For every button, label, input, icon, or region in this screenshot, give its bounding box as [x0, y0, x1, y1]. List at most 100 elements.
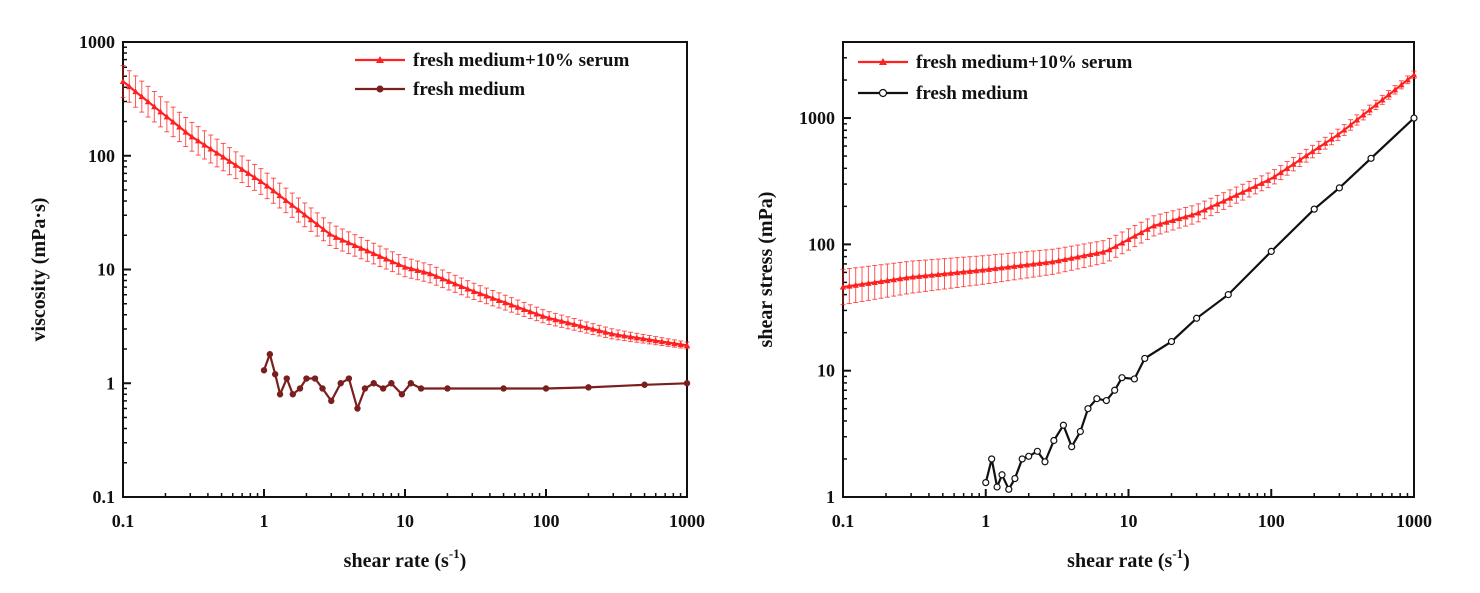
data-point	[890, 276, 897, 283]
data-point	[1130, 375, 1139, 383]
data-point	[1055, 257, 1062, 264]
data-point	[1328, 135, 1335, 142]
data-point	[119, 78, 127, 85]
data-point	[683, 342, 691, 348]
y-tick-label: 10	[97, 260, 115, 280]
y-axis-label: shear stress (mPa)	[755, 192, 777, 348]
data-point	[126, 83, 133, 90]
data-point	[947, 269, 955, 276]
data-point	[1315, 144, 1323, 150]
x-tick-label: 100	[1258, 511, 1285, 531]
data-point	[1379, 96, 1386, 103]
data-point	[1018, 455, 1026, 463]
x-tick-label: 1000	[1396, 511, 1432, 531]
data-point	[1112, 243, 1120, 249]
data-point	[865, 280, 872, 286]
data-point	[1049, 258, 1056, 265]
data-point	[577, 322, 584, 329]
data-point	[677, 341, 684, 348]
data-point	[1404, 76, 1411, 83]
data-point	[263, 182, 271, 189]
data-point	[251, 174, 258, 180]
series-line	[262, 350, 688, 412]
data-point	[307, 216, 315, 223]
data-point	[1093, 250, 1100, 256]
data-point	[998, 264, 1005, 271]
data-point	[627, 333, 634, 340]
data-point	[1239, 188, 1246, 195]
data-point	[232, 162, 239, 168]
data-point	[489, 294, 496, 301]
data-point	[289, 202, 296, 208]
data-point	[195, 137, 202, 144]
data-point	[245, 170, 252, 176]
data-point	[470, 288, 478, 294]
x-tick-label: 10	[396, 511, 414, 531]
data-point	[477, 290, 484, 297]
data-point	[533, 310, 540, 317]
data-point	[520, 306, 528, 312]
data-point	[1321, 140, 1329, 146]
data-point	[1118, 374, 1126, 382]
data-point	[1033, 447, 1041, 455]
data-point	[270, 187, 277, 194]
data-point	[163, 113, 171, 120]
y-tick-label: 1000	[799, 108, 835, 128]
data-point	[1347, 121, 1354, 128]
data-point	[260, 367, 268, 374]
data-point	[1036, 260, 1043, 266]
data-point	[909, 273, 916, 280]
data-point	[276, 192, 283, 199]
data-point	[1005, 485, 1013, 493]
data-point	[1296, 156, 1303, 163]
data-point	[1193, 314, 1201, 322]
x-tick-label: 0.1	[112, 511, 135, 531]
series-line	[984, 117, 1415, 492]
data-point	[558, 318, 565, 324]
y-tick-label: 0.1	[93, 487, 116, 507]
data-point	[915, 273, 923, 279]
x-tick-label: 100	[533, 511, 560, 531]
series-line	[842, 73, 1415, 289]
data-point	[303, 375, 310, 382]
x-tick-label: 0.1	[832, 511, 855, 531]
data-point	[508, 301, 515, 308]
data-point	[433, 273, 440, 279]
data-point	[633, 334, 641, 341]
data-point	[658, 338, 666, 345]
data-point	[1061, 256, 1069, 263]
data-point	[1367, 154, 1375, 162]
data-point	[483, 292, 490, 299]
data-point	[1310, 205, 1318, 213]
data-point	[339, 236, 346, 243]
data-point	[301, 211, 308, 218]
data-point	[1207, 203, 1215, 210]
data-point	[1099, 248, 1107, 255]
y-axis-label: viscosity (mPa·s)	[28, 198, 50, 342]
data-point	[998, 471, 1006, 479]
legend-marker	[879, 58, 887, 65]
data-point	[545, 314, 553, 321]
data-point	[1042, 259, 1050, 266]
data-point	[1226, 194, 1234, 201]
data-point	[1233, 191, 1240, 198]
data-point	[1258, 180, 1265, 186]
data-point	[1391, 86, 1399, 93]
y-tick-label: 100	[88, 146, 115, 166]
data-point	[320, 226, 327, 232]
x-tick-label: 10	[1120, 511, 1138, 531]
data-point	[361, 385, 369, 392]
data-point	[395, 261, 402, 267]
data-point	[896, 275, 904, 282]
data-point	[934, 271, 942, 278]
legend-entry: fresh medium	[355, 79, 525, 100]
chart-panel-1: 0.1 1 10 100 1000 0.1 1 10 100 1000 shear rate (s-…	[28, 32, 705, 572]
data-point	[1093, 395, 1101, 403]
data-point	[992, 265, 999, 272]
data-point	[1118, 239, 1126, 246]
data-point	[1074, 253, 1081, 260]
chart-panel-2: 0.1 1 10 100 1000 1 10 100 1000 shear rate (s-1) s…	[755, 41, 1432, 572]
data-point	[370, 250, 377, 257]
data-point	[1080, 252, 1088, 259]
legend-marker	[376, 85, 384, 93]
